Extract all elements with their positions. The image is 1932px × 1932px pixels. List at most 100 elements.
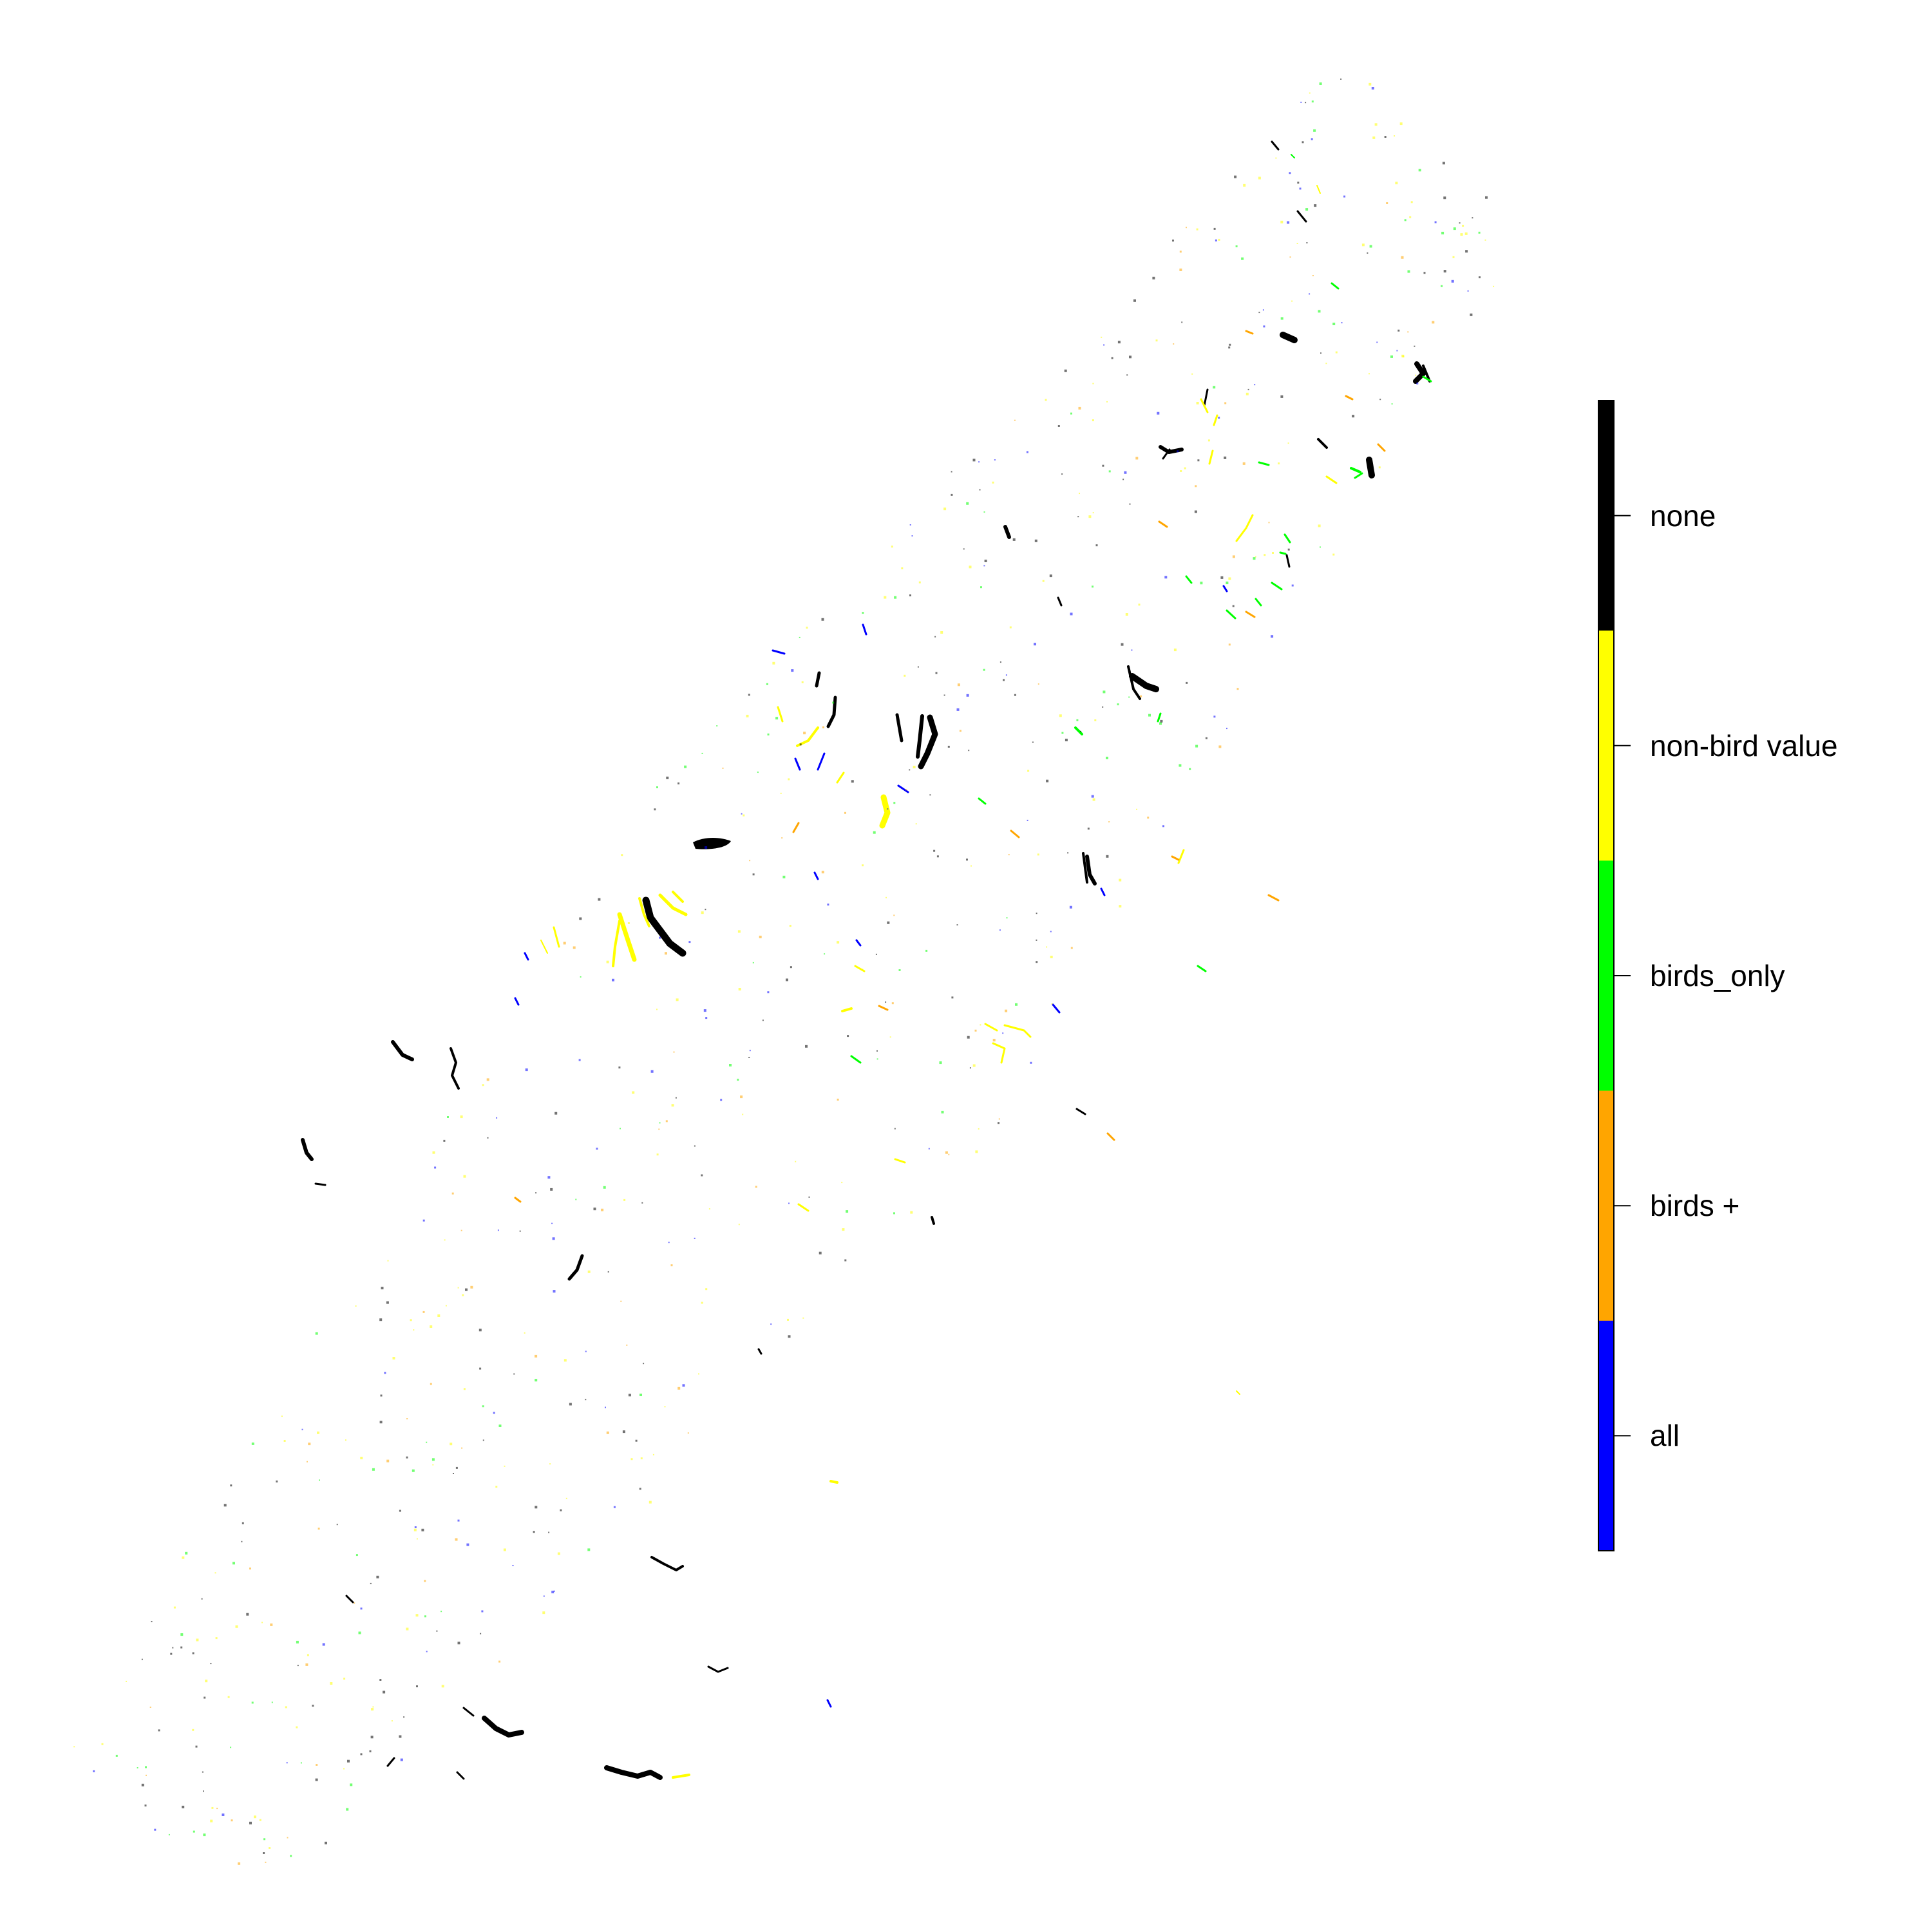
map-pixel	[1014, 694, 1016, 696]
map-pixel	[211, 1806, 214, 1809]
map-pixel	[319, 1479, 320, 1481]
map-pixel	[151, 1621, 153, 1622]
map-pixel	[443, 1139, 446, 1142]
map-pixel	[1368, 373, 1370, 375]
map-pixel	[1050, 931, 1052, 933]
map-pixel	[1092, 419, 1094, 422]
map-pixel	[193, 1830, 195, 1833]
map-pixel	[971, 865, 972, 867]
map-pixel	[301, 1428, 303, 1430]
map-pixel	[265, 1861, 267, 1863]
stream-segment	[1271, 140, 1280, 151]
legend-swatch-birds-plus	[1598, 1090, 1614, 1321]
map-pixel	[673, 1051, 675, 1053]
map-pixel	[943, 694, 945, 696]
map-pixel	[1291, 584, 1294, 587]
map-pixel	[180, 1633, 184, 1636]
map-pixel	[1067, 852, 1069, 854]
map-pixel	[622, 1430, 625, 1434]
map-pixel	[652, 1454, 654, 1455]
legend-bar-frame	[1598, 400, 1615, 1551]
map-pixel	[202, 1771, 204, 1773]
map-pixel	[748, 694, 750, 696]
stream-segment	[672, 1774, 690, 1779]
map-pixel	[457, 1287, 459, 1289]
stream-segment	[878, 1005, 889, 1011]
map-pixel	[585, 1350, 587, 1352]
map-pixel	[1180, 470, 1182, 472]
map-pixel	[742, 1113, 744, 1115]
map-pixel	[1213, 715, 1216, 718]
map-pixel	[1046, 779, 1049, 782]
map-pixel	[618, 1066, 621, 1069]
map-pixel	[297, 1665, 299, 1667]
map-pixel	[821, 618, 824, 621]
map-pixel	[1232, 605, 1235, 607]
map-pixel	[578, 1059, 581, 1061]
map-pixel	[705, 1288, 708, 1291]
map-pixel	[372, 1706, 374, 1708]
map-pixel	[666, 776, 669, 779]
map-pixel	[1092, 585, 1094, 588]
map-pixel	[1402, 355, 1405, 357]
map-pixel	[891, 545, 893, 548]
map-pixel	[875, 953, 877, 955]
map-pixel	[1128, 696, 1130, 698]
map-pixel	[956, 708, 960, 711]
map-pixel	[315, 1332, 318, 1335]
map-pixel	[381, 1287, 384, 1290]
map-pixel	[612, 978, 614, 981]
map-pixel	[806, 627, 808, 629]
map-pixel	[885, 1001, 887, 1003]
map-pixel	[893, 914, 895, 916]
map-pixel	[748, 1057, 750, 1058]
stream-segment	[931, 1216, 935, 1225]
map-pixel	[1404, 219, 1406, 222]
map-pixel	[1196, 402, 1199, 404]
map-pixel	[819, 1251, 822, 1255]
map-pixel	[497, 1229, 499, 1231]
map-pixel	[563, 942, 566, 945]
map-pixel	[994, 459, 996, 461]
stream-segment	[553, 926, 560, 948]
map-pixel	[1045, 399, 1047, 401]
stream-segment	[978, 797, 987, 805]
map-pixel	[947, 746, 950, 748]
map-pixel	[980, 1024, 981, 1026]
map-pixel	[910, 1211, 913, 1214]
map-pixel	[978, 1128, 980, 1130]
map-pixel	[684, 765, 687, 768]
map-pixel	[144, 1804, 147, 1807]
map-pixel	[703, 1009, 706, 1012]
map-pixel	[627, 922, 630, 924]
stream-segment	[1271, 582, 1283, 591]
map-pixel	[980, 586, 982, 589]
map-pixel	[999, 661, 1001, 663]
map-pixel	[720, 1099, 723, 1101]
stream-segment	[1331, 282, 1340, 290]
map-pixel	[1340, 78, 1342, 80]
legend-label-birds-plus: birds +	[1650, 1189, 1740, 1223]
map-pixel	[414, 1526, 417, 1528]
map-pixel	[1280, 317, 1283, 320]
map-pixel	[192, 1652, 194, 1654]
map-pixel	[1287, 548, 1290, 551]
map-pixel	[909, 594, 911, 596]
map-pixel	[575, 1198, 577, 1200]
map-pixel	[901, 567, 904, 569]
map-pixel	[1309, 92, 1311, 94]
map-pixel	[535, 1379, 538, 1382]
map-pixel	[457, 1642, 460, 1645]
map-pixel	[788, 778, 790, 781]
map-pixel	[665, 952, 667, 955]
map-pixel	[1121, 643, 1124, 646]
map-pixel	[437, 1314, 440, 1317]
stream-segment	[1255, 598, 1262, 607]
map-pixel	[862, 612, 864, 614]
map-pixel	[1152, 276, 1155, 279]
map-pixel	[296, 1726, 298, 1728]
map-pixel	[1155, 339, 1158, 342]
map-pixel	[238, 1862, 241, 1865]
map-pixel	[1280, 395, 1283, 398]
map-pixel	[790, 966, 792, 969]
